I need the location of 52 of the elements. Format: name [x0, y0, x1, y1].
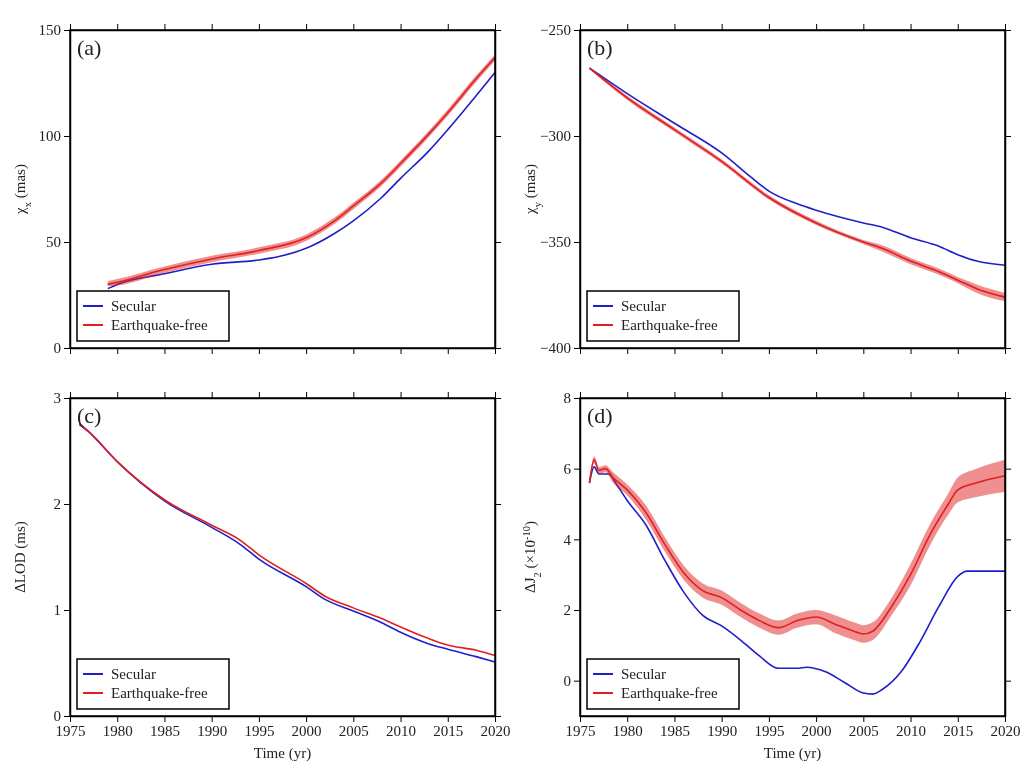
x-axis-title: Time (yr) — [763, 745, 822, 762]
x-tick-label: 1975 — [565, 722, 596, 739]
annotation: (c) — [77, 403, 102, 428]
x-tick-label: 2020 — [990, 722, 1021, 739]
x-tick-label: 1980 — [102, 722, 133, 739]
legend-label: Earthquake-free — [621, 685, 718, 701]
x-tick-label: 1980 — [612, 722, 643, 739]
legend-label: Earthquake-free — [621, 317, 718, 333]
y-tick-label: 4 — [563, 531, 572, 548]
x-tick-label: 2015 — [943, 722, 974, 739]
y-tick-label: 0 — [53, 708, 61, 725]
x-tick-label: 1990 — [197, 722, 228, 739]
y-tick-label: 150 — [38, 22, 61, 39]
legend-label: Secular — [621, 666, 666, 682]
y-tick-label: −350 — [540, 234, 571, 251]
y-tick-label: 2 — [563, 602, 571, 619]
y-tick-label: 0 — [53, 340, 61, 357]
y-tick-label: 3 — [53, 390, 61, 407]
x-tick-label: 2015 — [433, 722, 464, 739]
y-tick-label: −300 — [540, 128, 571, 145]
legend-label: Secular — [621, 298, 666, 314]
x-tick-label: 2000 — [291, 722, 322, 739]
y-tick-label: −250 — [540, 22, 571, 39]
y-tick-label: 6 — [563, 460, 572, 477]
y-tick-label: 50 — [46, 234, 61, 251]
x-tick-label: 2020 — [480, 722, 511, 739]
y-tick-label: 0 — [563, 672, 571, 689]
legend-label: Secular — [111, 666, 156, 682]
x-tick-label: 1995 — [754, 722, 785, 739]
x-axis-title: Time (yr) — [253, 745, 312, 762]
x-tick-label: 2000 — [801, 722, 832, 739]
annotation: (d) — [587, 403, 613, 428]
x-tick-label: 2010 — [896, 722, 927, 739]
annotation: (b) — [587, 35, 613, 60]
y-tick-label: 1 — [53, 602, 61, 619]
x-tick-label: 1985 — [659, 722, 690, 739]
legend-label: Secular — [111, 298, 156, 314]
x-tick-label: 2005 — [848, 722, 879, 739]
y-axis-title: ΔLOD (ms) — [12, 521, 29, 593]
legend-label: Earthquake-free — [111, 685, 208, 701]
x-tick-label: 1975 — [55, 722, 86, 739]
x-tick-label: 1985 — [149, 722, 180, 739]
x-tick-label: 1995 — [244, 722, 275, 739]
y-tick-label: 8 — [563, 390, 571, 407]
y-tick-label: −400 — [540, 340, 571, 357]
x-tick-label: 1990 — [707, 722, 738, 739]
annotation: (a) — [77, 35, 102, 60]
y-tick-label: 2 — [53, 496, 61, 513]
y-tick-label: 100 — [38, 128, 61, 145]
x-tick-label: 2010 — [386, 722, 417, 739]
x-tick-label: 2005 — [338, 722, 369, 739]
legend-label: Earthquake-free — [111, 317, 208, 333]
